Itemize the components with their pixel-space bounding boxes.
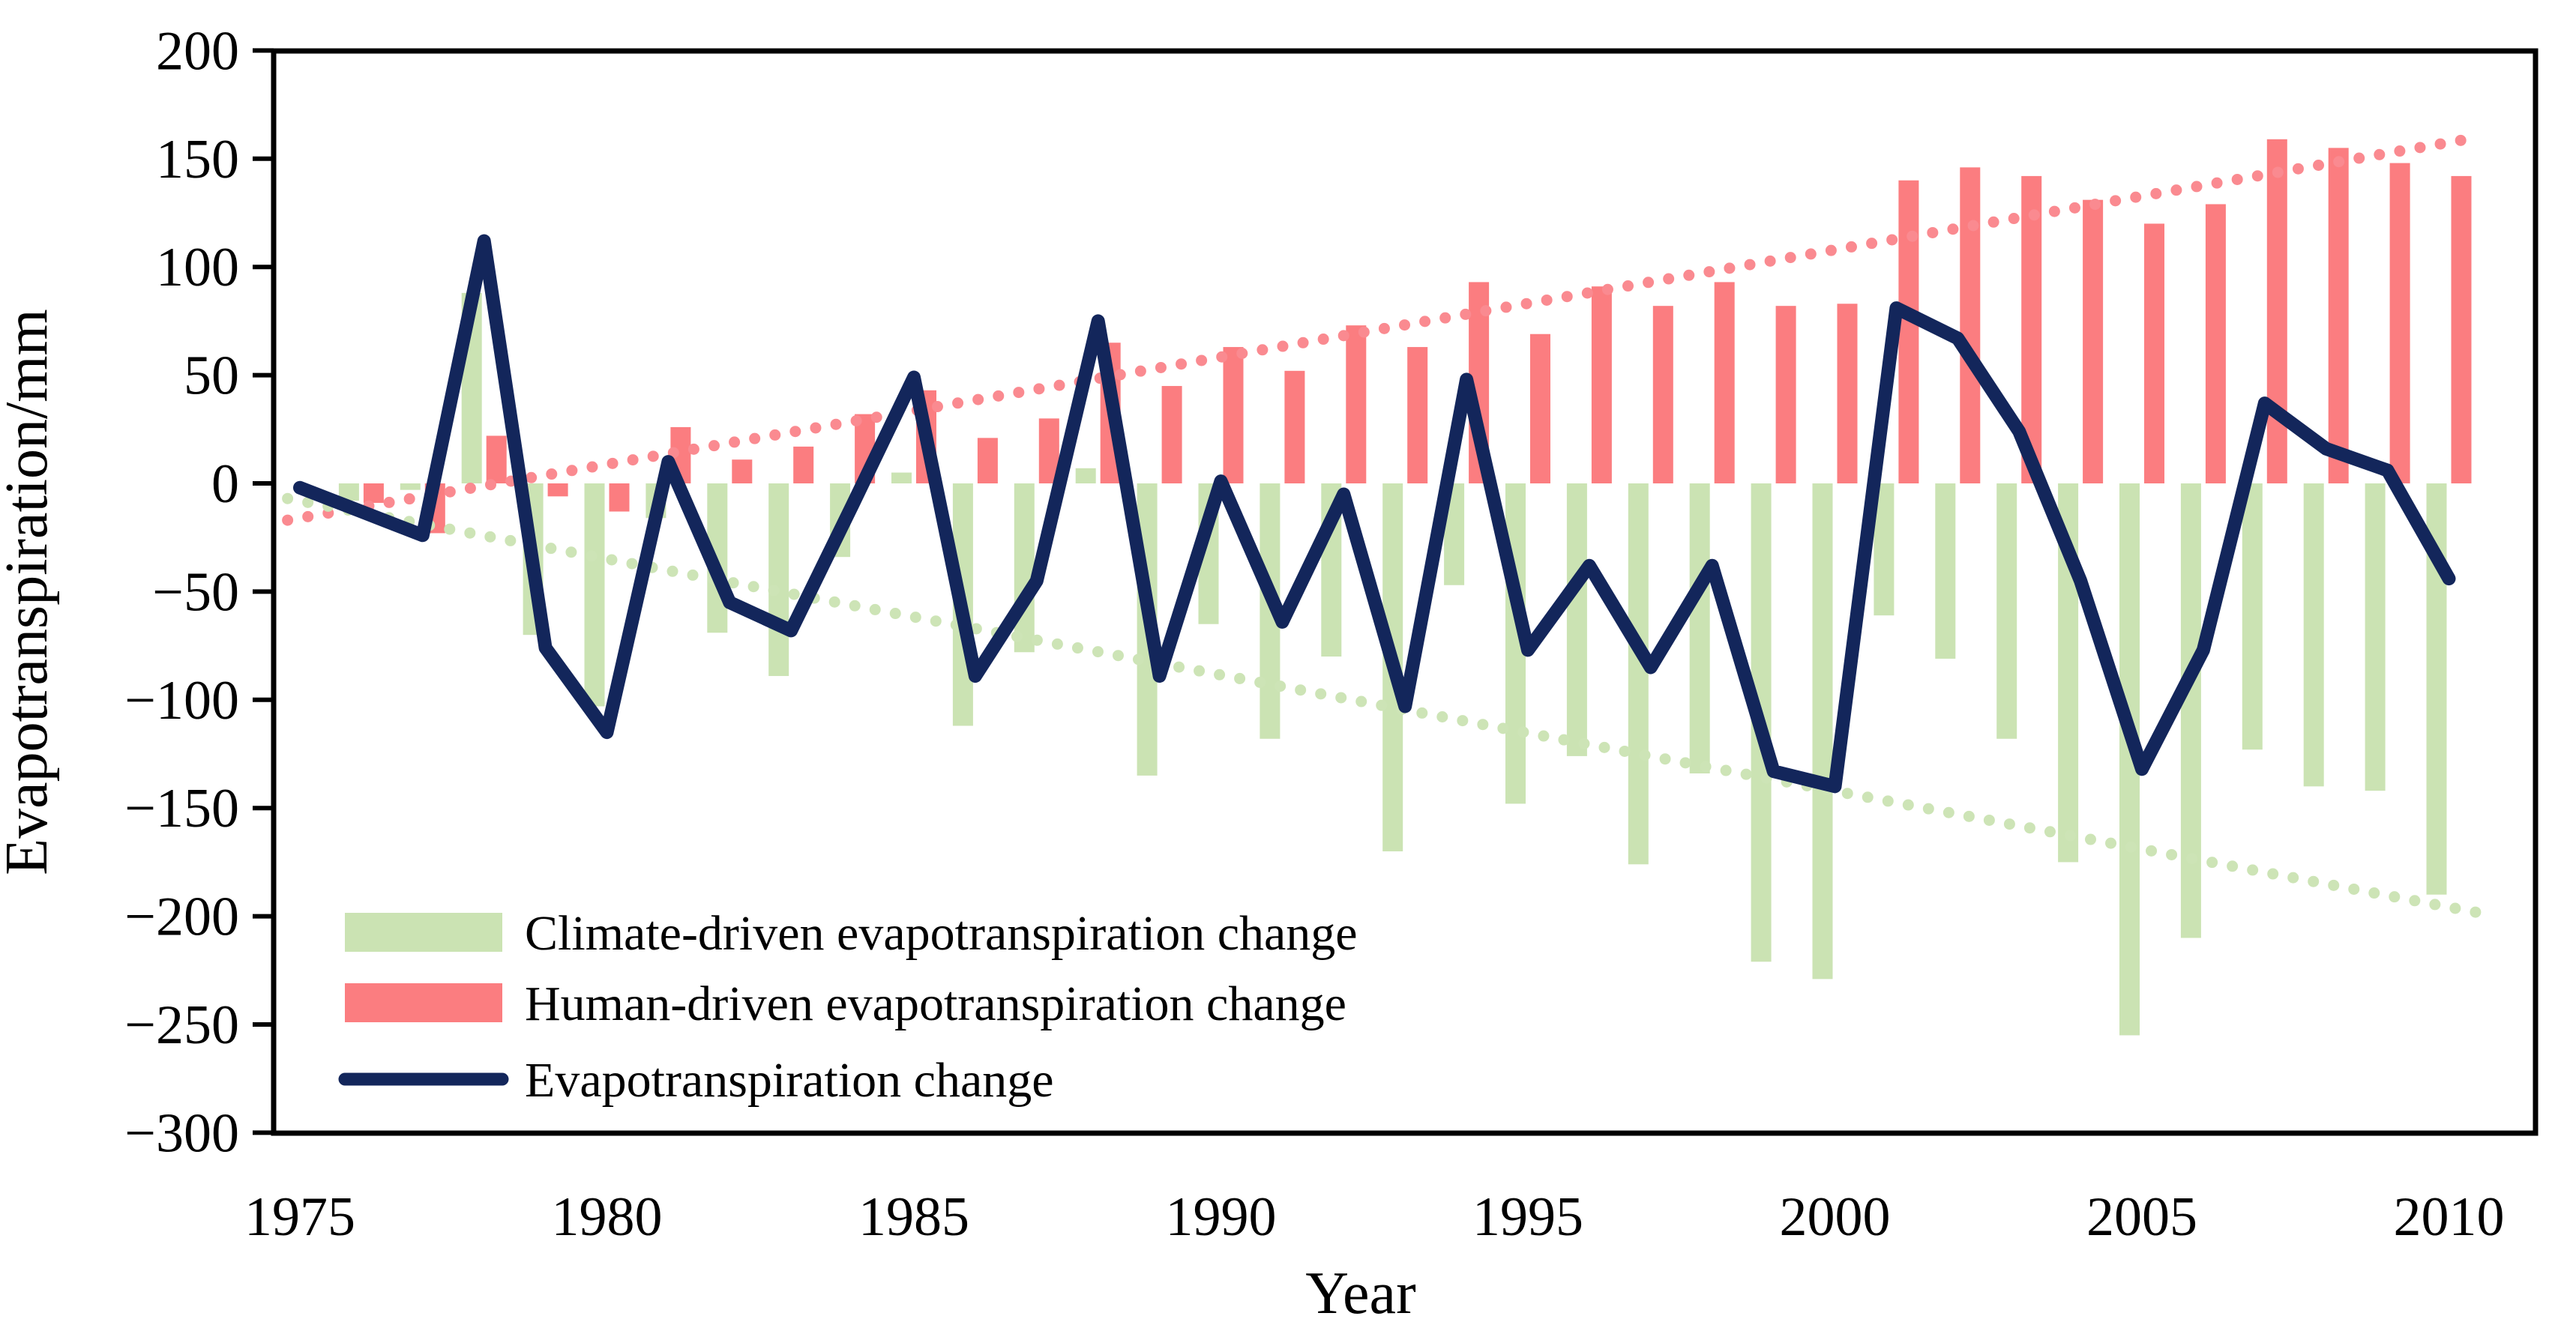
human-bar-1982: [732, 459, 753, 483]
human-bar-2009: [2389, 163, 2410, 484]
human-bar-1996: [1591, 286, 1612, 483]
human-bar-1993: [1407, 347, 1428, 483]
human-bar-2010: [2451, 175, 2472, 484]
climate-bar-1985: [891, 472, 912, 483]
human-bar-2000: [1837, 304, 1858, 483]
y-tick-label--50: −50: [152, 561, 239, 623]
bars-layer: [338, 139, 2472, 1036]
human-bar-1978: [486, 435, 507, 483]
human-bar-1997: [1652, 306, 1673, 483]
y-tick-label--300: −300: [124, 1102, 239, 1164]
human-bar-1990: [1223, 347, 1244, 483]
x-tick-label-1975: 1975: [244, 1186, 355, 1248]
climate-bar-1980: [584, 483, 605, 707]
climate-bar-1983: [768, 483, 789, 677]
human-bar-2002: [1960, 167, 1981, 484]
climate-bar-1988: [1075, 468, 1096, 483]
legend: Climate-driven evapotranspiration change…: [338, 906, 1358, 1108]
climate-bar-1996: [1566, 483, 1587, 756]
trendlines-layer: [282, 131, 2492, 920]
human-bar-2001: [1898, 180, 1919, 483]
x-tick-label-1995: 1995: [1472, 1186, 1583, 1248]
human-bar-1992: [1346, 325, 1367, 483]
human-bar-1983: [793, 446, 814, 483]
human-bar-1989: [1161, 386, 1182, 483]
human-bar-1999: [1775, 306, 1796, 483]
y-tick-label--150: −150: [124, 778, 239, 839]
et-line-layer: [293, 234, 2456, 794]
human-bar-1995: [1530, 334, 1550, 483]
climate-bar-2003: [1996, 483, 2017, 739]
human-bar-2008: [2328, 148, 2349, 484]
x-tick-label-1980: 1980: [552, 1186, 663, 1248]
y-tick-label-50: 50: [184, 345, 239, 407]
human-bar-1980: [609, 483, 630, 512]
human-bar-2007: [2266, 139, 2287, 484]
x-tick-label-2010: 2010: [2394, 1186, 2505, 1248]
climate-bar-2000: [1812, 483, 1833, 980]
climate-bar-1997: [1628, 483, 1649, 865]
y-tick-label-100: 100: [156, 237, 239, 298]
y-tick-label--200: −200: [124, 887, 239, 948]
human-bar-1979: [547, 483, 568, 497]
legend-et-line-label: Evapotranspiration change: [525, 1053, 1054, 1108]
legend-climate-label: Climate-driven evapotranspiration change: [525, 906, 1358, 961]
human-bar-2004: [2083, 199, 2104, 483]
legend-human-label: Human-driven evapotranspiration change: [525, 977, 1346, 1031]
x-tick-label-1990: 1990: [1166, 1186, 1277, 1248]
human-driven-trend: [282, 131, 2485, 526]
climate-bar-1977: [400, 483, 421, 490]
legend-climate-swatch: [345, 913, 502, 952]
climate-bar-2006: [2180, 483, 2201, 938]
human-bar-1976: [363, 483, 384, 503]
human-bar-1998: [1714, 282, 1735, 483]
y-tick-label-150: 150: [156, 129, 239, 190]
y-tick-label--100: −100: [124, 670, 239, 731]
legend-human-swatch: [345, 983, 502, 1022]
climate-bar-1998: [1689, 483, 1710, 773]
climate-bar-2009: [2365, 483, 2386, 791]
human-bar-1986: [977, 438, 998, 483]
y-tick-label--250: −250: [124, 995, 239, 1056]
human-bar-2005: [2144, 223, 2164, 483]
climate-bar-1987: [1014, 483, 1035, 653]
y-tick-label-200: 200: [156, 20, 239, 82]
y-tick-label-0: 0: [211, 453, 239, 515]
human-bar-1991: [1284, 370, 1305, 483]
climate-bar-2002: [1935, 483, 1956, 659]
climate-bar-2007: [2242, 483, 2263, 750]
climate-bar-1976: [338, 483, 359, 501]
human-bar-2006: [2205, 204, 2226, 483]
evapotranspiration-change-line: [293, 234, 2456, 794]
x-tick-label-2005: 2005: [2086, 1186, 2197, 1248]
x-tick-label-2000: 2000: [1780, 1186, 1891, 1248]
climate-bar-2008: [2303, 483, 2324, 787]
x-tick-label-1985: 1985: [858, 1186, 969, 1248]
y-axis-title: Evapotranspiration/mm: [0, 309, 60, 875]
climate-driven-trend: [282, 492, 2492, 920]
x-axis-title: Year: [1305, 1261, 1415, 1327]
